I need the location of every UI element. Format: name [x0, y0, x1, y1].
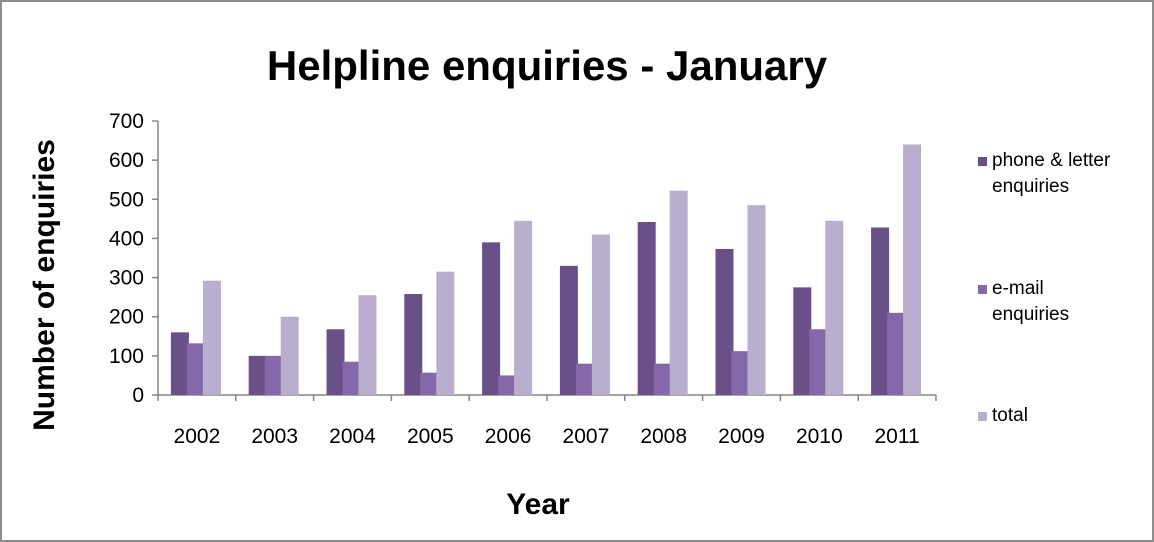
bar-total	[514, 220, 533, 395]
legend-label: e-mail	[992, 278, 1044, 299]
x-tick-label: 2009	[718, 425, 765, 448]
bar-phone-letter	[793, 287, 812, 395]
bar-phone-letter	[170, 332, 189, 395]
bar-total	[591, 234, 610, 395]
legend-swatch	[978, 412, 987, 421]
bar-email	[264, 355, 283, 395]
bar-email	[186, 343, 205, 395]
bar-phone-letter	[404, 294, 423, 395]
x-tick-label: 2011	[875, 425, 920, 448]
x-axis-title: Year	[506, 488, 570, 521]
plot-area: 0 100 200 300 400 500 600 700 2002 2003 2004 2005 20…	[109, 110, 937, 448]
legend-swatch	[978, 285, 987, 294]
x-tick-label: 2010	[796, 425, 843, 448]
x-tick-label: 2004	[329, 425, 376, 448]
bar-phone-letter	[637, 221, 656, 395]
legend-label: enquiries	[992, 304, 1069, 325]
bar-total	[825, 220, 844, 395]
y-tick-label: 100	[109, 345, 144, 368]
bar-email	[420, 372, 439, 395]
bar-email	[498, 375, 517, 395]
legend-swatch	[978, 157, 987, 166]
bar-total	[436, 271, 455, 395]
bar-phone-letter	[248, 355, 267, 395]
y-tick-label: 400	[109, 227, 144, 250]
x-tick-label: 2008	[640, 425, 687, 448]
bar-total	[747, 205, 766, 395]
x-tick-label: 2006	[485, 425, 532, 448]
legend-label: phone & letter	[992, 150, 1111, 171]
y-tick-label: 600	[109, 149, 144, 172]
bar-total	[358, 295, 377, 395]
y-tick-label: 700	[109, 110, 144, 133]
bar-email	[653, 363, 672, 395]
bar-total	[202, 280, 221, 395]
legend-label: enquiries	[992, 176, 1069, 197]
y-axis-title: Number of enquiries	[28, 139, 61, 431]
y-tick-label: 0	[132, 384, 144, 407]
bar-phone-letter	[559, 265, 578, 395]
y-tick-label: 300	[109, 267, 144, 290]
bar-phone-letter	[715, 248, 734, 395]
y-tick-label: 500	[109, 188, 144, 211]
x-tick-label: 2002	[174, 425, 221, 448]
x-tick-label: 2005	[407, 425, 454, 448]
bar-phone-letter	[871, 227, 890, 395]
legend: phone & letter enquiries e-mail enquiries to…	[978, 150, 1111, 426]
bar-phone-letter	[326, 329, 345, 395]
bar-phone-letter	[482, 242, 501, 395]
bar-total	[280, 316, 299, 395]
bar-email	[731, 351, 750, 395]
chart-title: Helpline enquiries - January	[267, 42, 828, 89]
bar-email	[887, 312, 906, 395]
legend-label: total	[992, 405, 1028, 426]
bar-total	[669, 190, 688, 395]
y-tick-label: 200	[109, 306, 144, 329]
bar-email	[342, 361, 361, 395]
bar-email	[809, 329, 828, 395]
x-tick-label: 2003	[251, 425, 298, 448]
bar-total	[903, 144, 922, 395]
bar-email	[575, 363, 594, 395]
x-tick-label: 2007	[563, 425, 610, 448]
